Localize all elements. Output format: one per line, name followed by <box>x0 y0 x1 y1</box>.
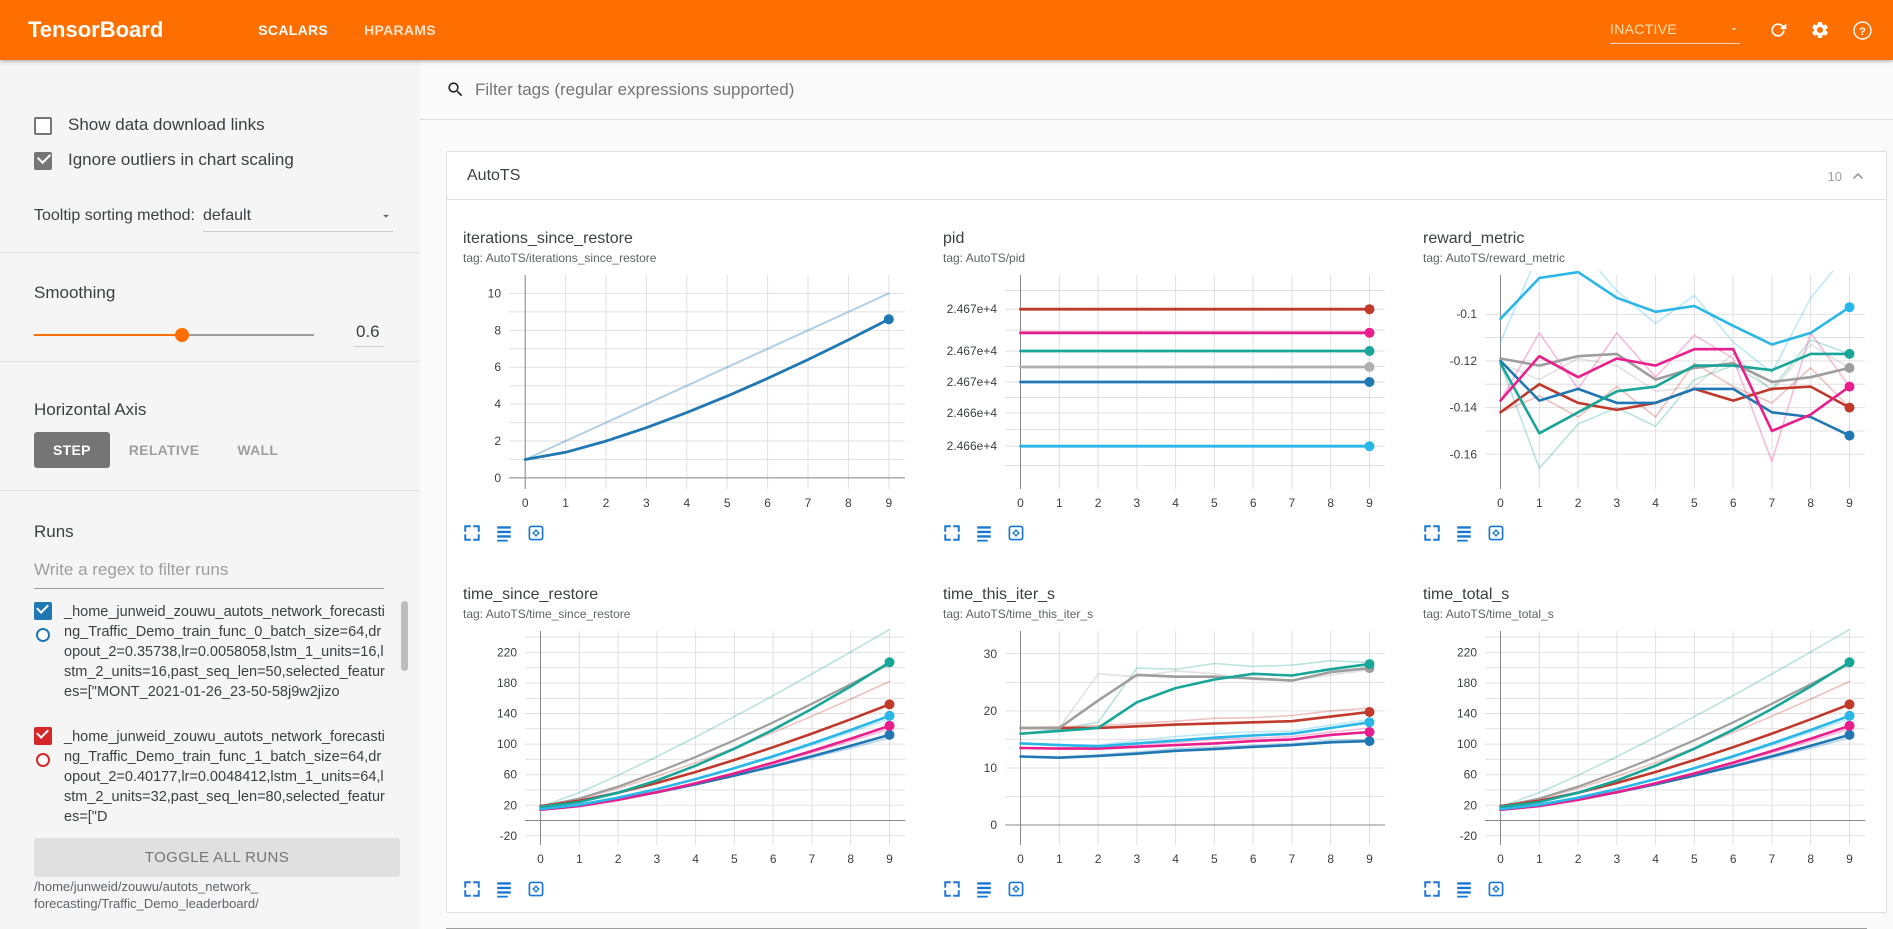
svg-text:2.466e+4: 2.466e+4 <box>947 406 998 420</box>
svg-text:100: 100 <box>1457 737 1477 751</box>
svg-text:220: 220 <box>497 645 517 659</box>
svg-text:0: 0 <box>494 471 501 485</box>
svg-text:1: 1 <box>1536 852 1543 866</box>
svg-text:3: 3 <box>653 852 660 866</box>
svg-text:2: 2 <box>494 434 501 448</box>
svg-text:7: 7 <box>1769 852 1776 866</box>
svg-text:3: 3 <box>1613 852 1620 866</box>
svg-text:140: 140 <box>497 707 517 721</box>
svg-text:140: 140 <box>1457 707 1477 721</box>
svg-text:3: 3 <box>1133 852 1140 866</box>
svg-text:7: 7 <box>1289 852 1296 866</box>
svg-text:-0.12: -0.12 <box>1450 354 1478 368</box>
svg-text:6: 6 <box>1730 852 1737 866</box>
svg-text:6: 6 <box>1730 496 1737 510</box>
svg-text:1: 1 <box>562 496 569 510</box>
svg-text:4: 4 <box>494 397 501 411</box>
svg-text:5: 5 <box>1211 852 1218 866</box>
svg-text:8: 8 <box>1807 496 1814 510</box>
svg-text:20: 20 <box>984 704 998 718</box>
svg-text:7: 7 <box>1289 496 1296 510</box>
svg-text:2: 2 <box>1095 496 1102 510</box>
svg-text:0: 0 <box>1497 852 1504 866</box>
svg-text:2: 2 <box>1575 852 1582 866</box>
svg-text:3: 3 <box>1133 496 1140 510</box>
svg-text:220: 220 <box>1457 645 1477 659</box>
svg-text:2: 2 <box>1095 852 1102 866</box>
svg-text:8: 8 <box>494 323 501 337</box>
svg-text:5: 5 <box>1211 496 1218 510</box>
svg-text:6: 6 <box>764 496 771 510</box>
svg-text:100: 100 <box>497 737 517 751</box>
svg-text:180: 180 <box>497 676 517 690</box>
svg-text:20: 20 <box>1464 798 1478 812</box>
svg-text:9: 9 <box>885 496 892 510</box>
svg-text:8: 8 <box>845 496 852 510</box>
svg-text:2: 2 <box>615 852 622 866</box>
svg-text:1: 1 <box>576 852 583 866</box>
svg-text:2: 2 <box>603 496 610 510</box>
svg-text:?: ? <box>1859 25 1866 37</box>
svg-text:4: 4 <box>1652 496 1659 510</box>
svg-text:3: 3 <box>1613 496 1620 510</box>
svg-text:2.467e+4: 2.467e+4 <box>947 375 998 389</box>
svg-text:9: 9 <box>1846 852 1853 866</box>
svg-text:0: 0 <box>537 852 544 866</box>
svg-text:1: 1 <box>1056 852 1063 866</box>
svg-text:10: 10 <box>984 761 998 775</box>
svg-text:8: 8 <box>847 852 854 866</box>
svg-text:4: 4 <box>692 852 699 866</box>
svg-text:60: 60 <box>1464 768 1478 782</box>
svg-text:60: 60 <box>504 768 518 782</box>
svg-text:4: 4 <box>1172 852 1179 866</box>
svg-text:0: 0 <box>1017 496 1024 510</box>
svg-text:180: 180 <box>1457 676 1477 690</box>
svg-text:8: 8 <box>1327 852 1334 866</box>
svg-text:5: 5 <box>1691 496 1698 510</box>
svg-text:-0.1: -0.1 <box>1456 307 1477 321</box>
svg-text:1: 1 <box>1536 496 1543 510</box>
svg-text:6: 6 <box>1250 496 1257 510</box>
svg-text:7: 7 <box>809 852 816 866</box>
svg-text:2.466e+4: 2.466e+4 <box>947 439 998 453</box>
svg-text:-20: -20 <box>1460 829 1478 843</box>
svg-text:7: 7 <box>805 496 812 510</box>
svg-text:7: 7 <box>1769 496 1776 510</box>
svg-text:-0.14: -0.14 <box>1450 401 1478 415</box>
svg-text:8: 8 <box>1327 496 1334 510</box>
svg-text:-0.16: -0.16 <box>1450 447 1478 461</box>
svg-text:0: 0 <box>1497 496 1504 510</box>
svg-text:8: 8 <box>1807 852 1814 866</box>
svg-text:5: 5 <box>724 496 731 510</box>
svg-text:4: 4 <box>1172 496 1179 510</box>
svg-text:6: 6 <box>770 852 777 866</box>
svg-text:30: 30 <box>984 647 998 661</box>
svg-text:3: 3 <box>643 496 650 510</box>
svg-text:6: 6 <box>494 360 501 374</box>
svg-text:0: 0 <box>522 496 529 510</box>
svg-text:2.467e+4: 2.467e+4 <box>947 302 998 316</box>
svg-text:5: 5 <box>731 852 738 866</box>
svg-text:20: 20 <box>504 798 518 812</box>
svg-text:1: 1 <box>1056 496 1063 510</box>
svg-text:10: 10 <box>488 286 502 300</box>
svg-text:0: 0 <box>1017 852 1024 866</box>
svg-text:6: 6 <box>1250 852 1257 866</box>
svg-text:0: 0 <box>990 818 997 832</box>
svg-text:9: 9 <box>1846 496 1853 510</box>
svg-text:4: 4 <box>683 496 690 510</box>
svg-text:4: 4 <box>1652 852 1659 866</box>
svg-text:5: 5 <box>1691 852 1698 866</box>
svg-text:9: 9 <box>1366 496 1373 510</box>
svg-text:9: 9 <box>886 852 893 866</box>
svg-text:9: 9 <box>1366 852 1373 866</box>
svg-text:2.467e+4: 2.467e+4 <box>947 344 998 358</box>
svg-text:-20: -20 <box>500 829 518 843</box>
svg-text:2: 2 <box>1575 496 1582 510</box>
